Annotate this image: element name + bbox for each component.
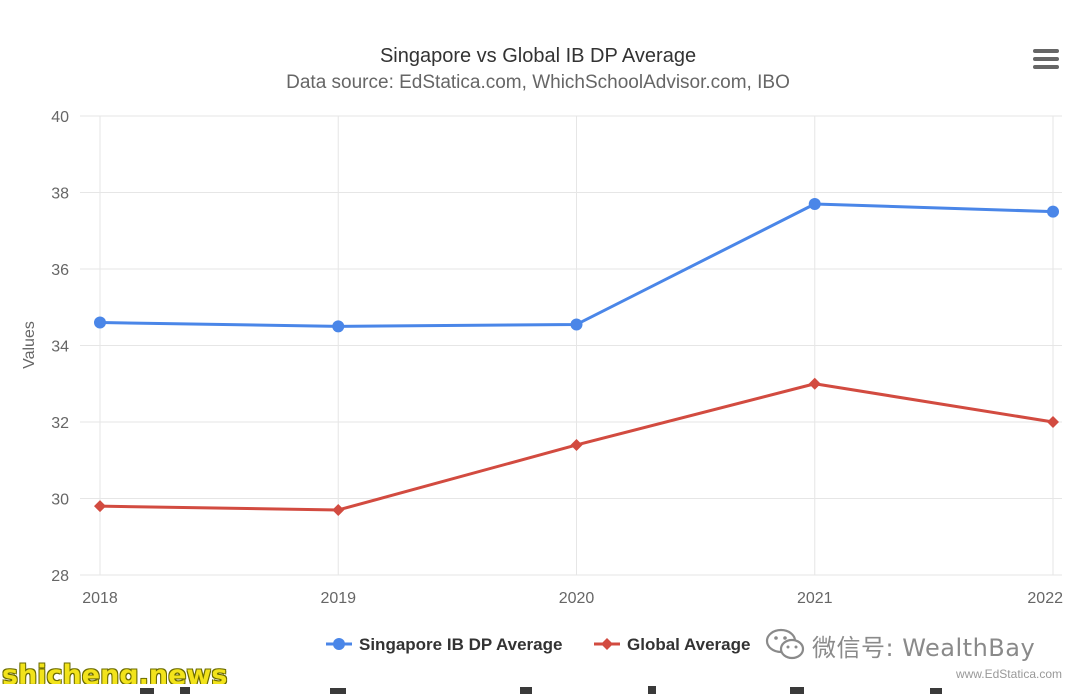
data-point-1[interactable] — [332, 503, 345, 516]
data-point-1[interactable] — [1047, 416, 1059, 428]
y-tick-label: 28 — [51, 568, 69, 585]
grid-lines — [80, 115, 1062, 576]
y-tick-label: 38 — [51, 186, 69, 203]
chart-subtitle: Data source: EdStatica.com, WhichSchoolA… — [286, 72, 790, 93]
y-tick-label: 40 — [51, 109, 69, 126]
wechat-logo-icon — [765, 628, 805, 660]
wechat-watermark: 微信号: WealthBay — [812, 634, 1036, 662]
hamburger-menu-icon[interactable] — [1030, 44, 1064, 74]
legend-marker-circle — [333, 638, 345, 650]
x-tick-label: 2022 — [1027, 590, 1063, 607]
y-axis-title: Values — [21, 321, 38, 369]
data-point-0[interactable] — [94, 316, 106, 329]
legend-item-singapore[interactable]: Singapore IB DP Average — [326, 635, 562, 654]
series-layer — [94, 197, 1059, 516]
y-tick-label: 30 — [51, 492, 69, 509]
data-point-1[interactable] — [94, 500, 106, 513]
x-tick-label: 2018 — [82, 590, 118, 607]
data-point-0[interactable] — [570, 318, 583, 331]
legend-label-global: Global Average — [627, 635, 750, 654]
legend-item-global[interactable]: Global Average — [594, 635, 750, 654]
x-tick-label: 2019 — [320, 590, 356, 607]
cropped-text-strip — [0, 684, 1080, 694]
y-tick-label: 32 — [51, 415, 69, 432]
y-tick-label: 36 — [51, 262, 69, 279]
y-tick-label: 34 — [51, 339, 69, 356]
data-point-1[interactable] — [570, 438, 583, 451]
chart-title: Singapore vs Global IB DP Average — [380, 45, 696, 67]
data-point-0[interactable] — [332, 320, 345, 333]
y-axis-ticks: 28 30 32 34 36 38 40 — [51, 109, 69, 585]
x-axis-ticks: 2018 2019 2020 2021 2022 — [82, 590, 1063, 607]
data-point-1[interactable] — [808, 377, 821, 390]
data-point-0[interactable] — [1047, 205, 1059, 218]
legend-label-singapore: Singapore IB DP Average — [359, 635, 562, 654]
chart-credits[interactable]: www.EdStatica.com — [955, 667, 1062, 681]
x-tick-label: 2020 — [559, 590, 595, 607]
x-tick-label: 2021 — [797, 590, 833, 607]
legend-marker-diamond — [601, 638, 613, 650]
data-point-0[interactable] — [808, 197, 821, 210]
